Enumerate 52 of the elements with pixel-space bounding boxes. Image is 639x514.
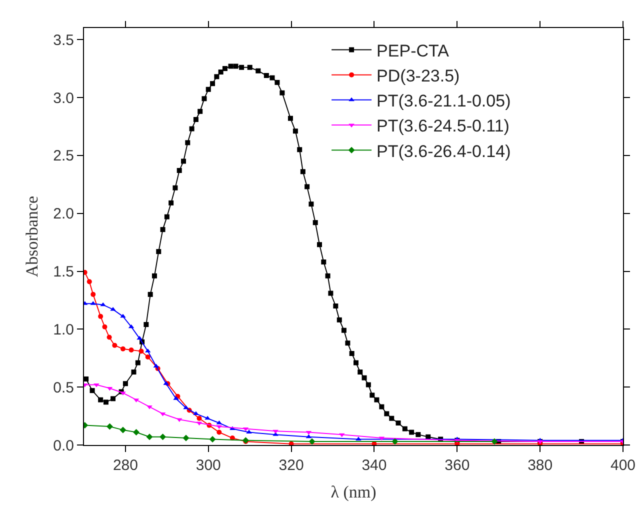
point	[86, 279, 92, 284]
y-tick-label: 0.5	[53, 379, 74, 396]
legend-label: PT(3.6-26.4-0.14)	[376, 142, 511, 161]
point	[112, 342, 118, 348]
point	[491, 438, 498, 445]
point	[209, 436, 216, 442]
y-tick-label: 3.5	[53, 32, 74, 49]
y-tick-label: 0.0	[53, 437, 74, 454]
point	[106, 334, 112, 340]
point	[145, 354, 150, 360]
y-tick-label: 1.0	[53, 321, 74, 338]
point	[90, 292, 96, 297]
point	[120, 314, 126, 318]
y-tick-label: 3.0	[53, 90, 74, 107]
legend-label: PT(3.6-24.5-0.11)	[376, 116, 510, 136]
x-tick-label: 360	[444, 457, 470, 474]
point	[246, 430, 252, 434]
point	[182, 434, 190, 442]
point	[132, 429, 140, 436]
point	[100, 302, 106, 306]
point	[160, 434, 166, 440]
point	[204, 416, 210, 420]
point	[102, 324, 108, 330]
legend-label: PEP-CTA	[376, 41, 450, 60]
y-tick-label: 2.0	[53, 206, 74, 223]
point	[120, 346, 126, 352]
point	[288, 441, 294, 445]
point	[272, 430, 278, 434]
x-tick-label: 300	[196, 457, 221, 474]
x-tick-label: 340	[362, 457, 387, 474]
point	[339, 433, 345, 438]
point	[146, 434, 153, 440]
x-tick-label: 400	[610, 457, 636, 474]
point	[98, 314, 104, 319]
legend-label: PT(3.6-21.1-0.05)	[376, 92, 511, 111]
x-tick-label: 280	[112, 457, 138, 474]
point	[106, 423, 113, 430]
point	[196, 416, 202, 421]
point	[128, 348, 134, 353]
y-tick-label: 2.5	[53, 148, 74, 165]
point	[308, 438, 316, 445]
point	[120, 426, 126, 434]
x-tick-label: 320	[278, 457, 304, 474]
line-series	[84, 384, 623, 444]
point	[392, 438, 398, 445]
point	[216, 430, 222, 435]
legend-label: PD(3-23.5)	[376, 66, 460, 86]
x-axis-title: λ (nm)	[330, 482, 376, 502]
y-axis-title: Absorbance	[22, 196, 42, 278]
x-tick-label: 380	[528, 457, 553, 474]
y-tick-label: 1.5	[53, 264, 74, 280]
point	[138, 348, 144, 354]
